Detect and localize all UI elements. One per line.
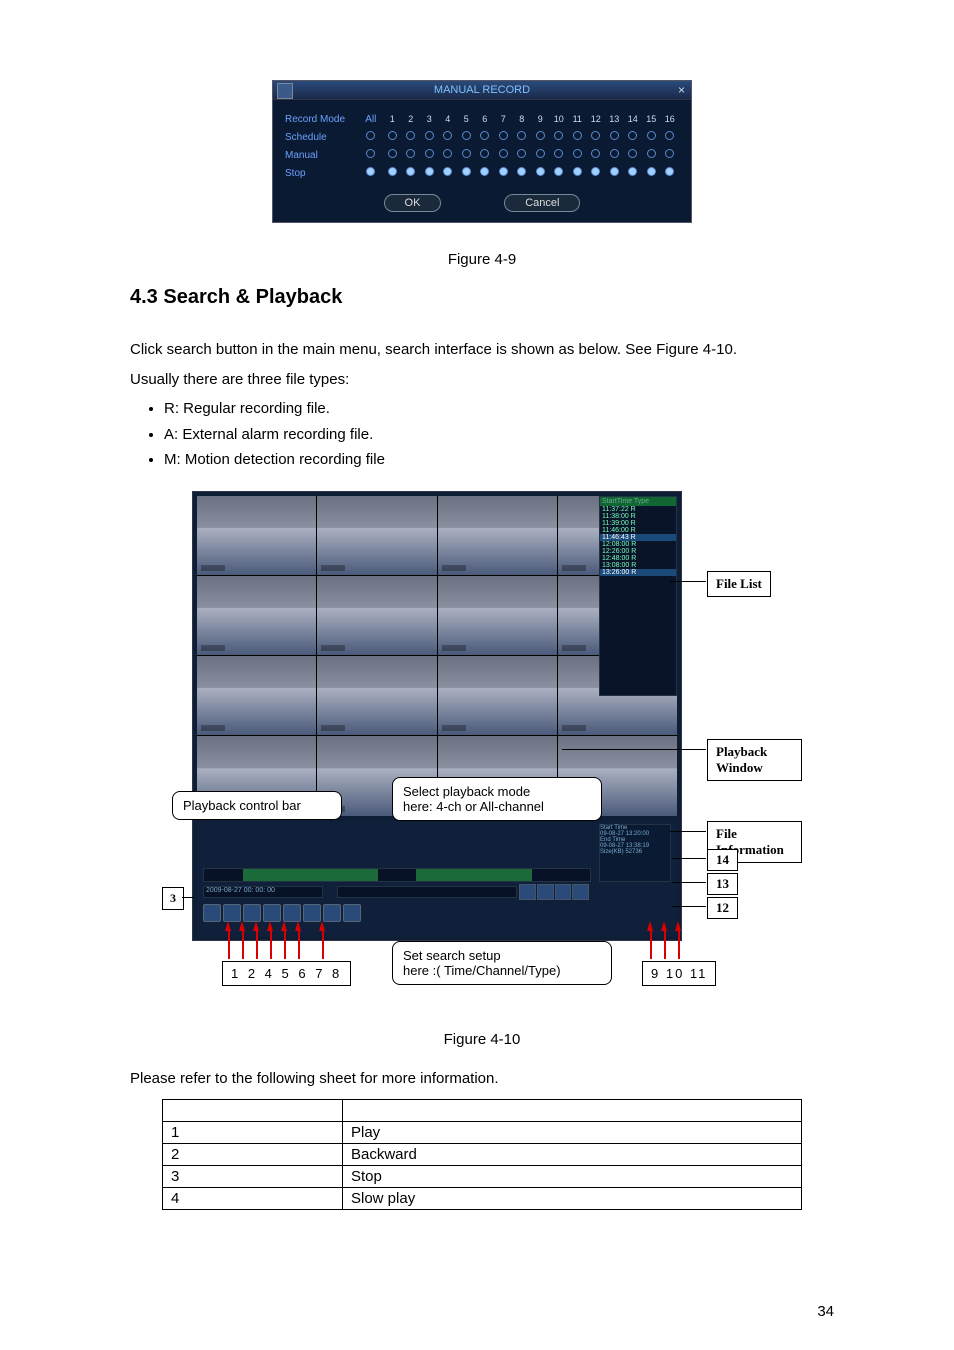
label-nums-right: 9 10 11	[642, 961, 716, 986]
callout-playback-control: Playback control bar	[172, 791, 342, 820]
mode-selector[interactable]	[337, 886, 517, 898]
stop-radios[interactable]	[383, 167, 679, 179]
callout-search-setup: Set search setup here :( Time/Channel/Ty…	[392, 941, 612, 985]
section-heading: 4.3 Search & Playback	[130, 286, 834, 309]
app-icon	[277, 83, 293, 99]
callout-playback-mode: Select playback mode here: 4-ch or All-c…	[392, 777, 602, 821]
file-types-list: R: Regular recording file.A: External al…	[164, 396, 834, 473]
mini-buttons[interactable]	[519, 884, 589, 900]
date-input[interactable]: 2009-08-27 00: 00: 00	[203, 886, 323, 898]
label-12: 12	[707, 897, 738, 919]
cancel-button[interactable]: Cancel	[504, 194, 580, 212]
file-list-panel: StartTime Type 11:37:22 R11:38:00 R11:39…	[599, 496, 677, 696]
playback-screen: StartTime Type 11:37:22 R11:38:00 R11:39…	[192, 491, 682, 941]
file-list-header: StartTime Type	[600, 497, 676, 506]
close-icon[interactable]: ×	[678, 83, 685, 97]
manual-label: Manual	[285, 150, 359, 161]
control-bar: Start Time 09-08-27 13:20:00 End Time 09…	[197, 822, 677, 937]
stop-label: Stop	[285, 168, 359, 179]
info-table: 1Play2Backward3Stop4Slow play	[162, 1099, 802, 1210]
manual-radios[interactable]	[383, 149, 679, 161]
stop-all-radio[interactable]	[359, 167, 384, 179]
manual-record-dialog: MANUAL RECORD × Record Mode All 12345678…	[272, 80, 692, 223]
ok-button[interactable]: OK	[384, 194, 442, 212]
label-nums-left: 1 2 4 5 6 7 8	[222, 961, 351, 986]
label-3: 3	[162, 887, 184, 910]
page-number: 34	[817, 1303, 834, 1320]
timeline[interactable]	[203, 868, 591, 882]
intro-para-1: Click search button in the main menu, se…	[130, 337, 834, 363]
schedule-all-radio[interactable]	[359, 131, 384, 143]
intro-para-2: Usually there are three file types:	[130, 367, 834, 393]
manual-all-radio[interactable]	[359, 149, 384, 161]
dialog-title-bar: MANUAL RECORD ×	[273, 81, 691, 100]
figure-4-9-caption: Figure 4-9	[130, 251, 834, 268]
dialog-title: MANUAL RECORD	[434, 84, 530, 96]
figure-4-10-caption: Figure 4-10	[130, 1031, 834, 1048]
schedule-label: Schedule	[285, 132, 359, 143]
size-value: Size(KB) 52736	[600, 849, 670, 855]
channel-headers: 12345678910111213141516	[383, 114, 679, 124]
label-playback-window: Playback Window	[707, 739, 802, 781]
record-mode-label: Record Mode	[285, 114, 359, 125]
figure-4-10: StartTime Type 11:37:22 R11:38:00 R11:39…	[162, 491, 802, 991]
label-14: 14	[707, 849, 738, 871]
all-label: All	[359, 114, 384, 125]
file-info-box: Start Time 09-08-27 13:20:00 End Time 09…	[599, 824, 671, 882]
table-intro: Please refer to the following sheet for …	[130, 1066, 834, 1092]
schedule-radios[interactable]	[383, 131, 679, 143]
label-file-list: File List	[707, 571, 771, 597]
label-13: 13	[707, 873, 738, 895]
